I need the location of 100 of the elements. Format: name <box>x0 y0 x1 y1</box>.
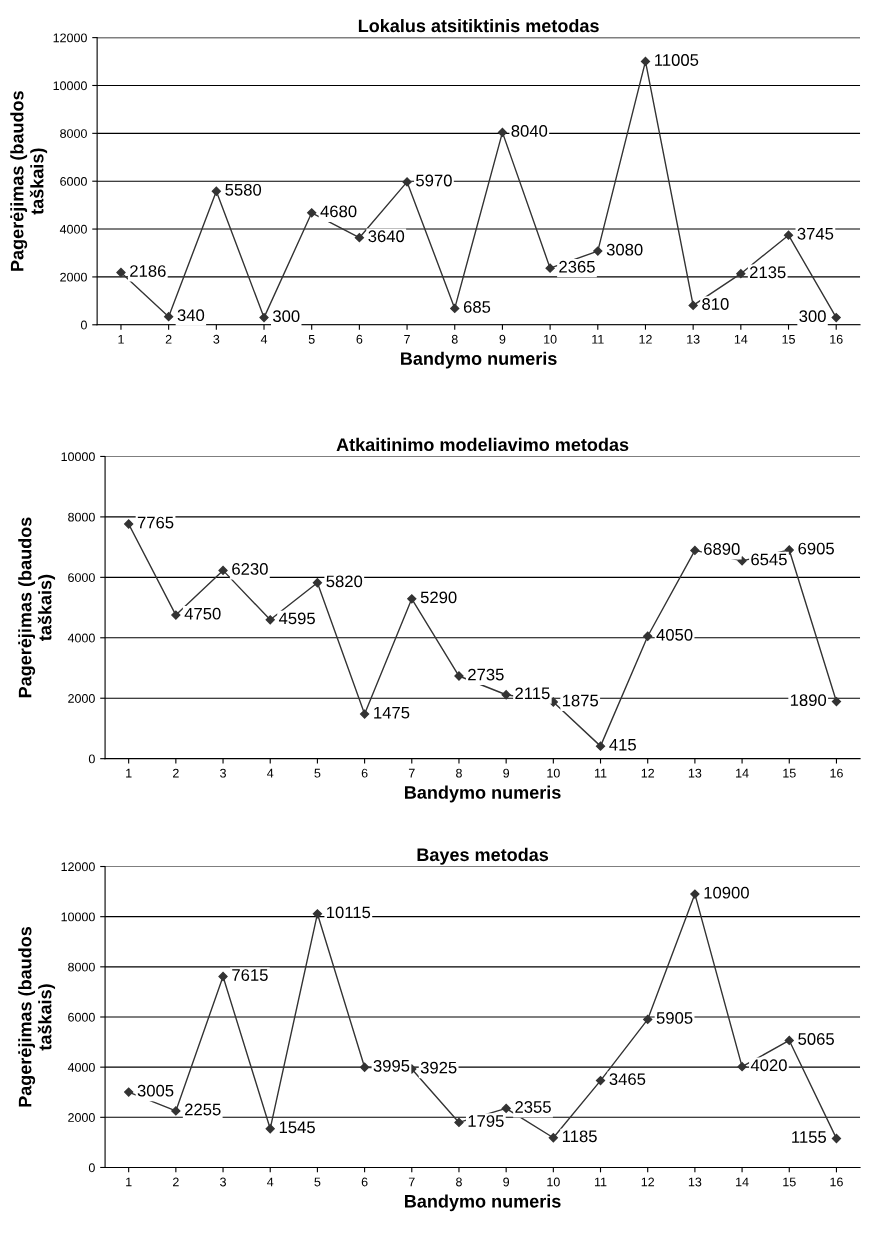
y-tick-label: 0 <box>88 754 95 764</box>
x-tick-label: 7 <box>404 334 410 344</box>
y-tick-label: 2000 <box>68 1113 95 1122</box>
data-label: 11005 <box>655 54 699 66</box>
chart-title: Lokalus atsitiktinis metodas <box>358 18 599 33</box>
point <box>784 545 794 555</box>
x-tick-label: 12 <box>641 1177 655 1187</box>
data-label: 810 <box>702 298 729 310</box>
x-tick-label: 6 <box>361 768 368 778</box>
data-label: 6905 <box>798 542 834 555</box>
x-tick-label: 5 <box>314 1177 321 1187</box>
data-label: 2255 <box>185 1103 221 1116</box>
data-label: 3005 <box>137 1084 174 1097</box>
y-tick-label: 10000 <box>61 452 95 462</box>
point <box>783 230 794 240</box>
x-tick-label: 15 <box>782 334 795 344</box>
data-label: 5065 <box>798 1033 834 1045</box>
y-axis-title: Pagerėjimas (baudos taškais) <box>10 91 48 271</box>
x-tick-label: 9 <box>499 334 506 344</box>
x-tick-label: 16 <box>830 1177 843 1187</box>
y-tick-label: 0 <box>88 1163 95 1173</box>
data-label: 6545 <box>751 553 787 566</box>
point <box>407 594 417 604</box>
x-tick-label: 12 <box>639 334 652 344</box>
x-tick-label: 8 <box>451 334 458 344</box>
data-label: 4020 <box>750 1059 787 1072</box>
data-label: 7615 <box>232 969 268 981</box>
point <box>595 741 606 751</box>
x-axis-title: Bandymo numeris <box>405 785 561 803</box>
data-label: 5905 <box>656 1012 693 1024</box>
point <box>784 1035 794 1046</box>
x-tick-label: 5 <box>308 334 315 344</box>
x-tick-label: 13 <box>688 1177 702 1187</box>
x-axis-title: Bandymo numeris <box>405 1194 561 1212</box>
x-tick-label: 6 <box>356 334 363 344</box>
data-label: 1875 <box>562 694 599 707</box>
x-tick-label: 14 <box>736 768 749 778</box>
point <box>124 1087 134 1097</box>
x-tick-label: 2 <box>173 768 179 778</box>
point <box>124 519 134 529</box>
point <box>690 545 700 556</box>
data-label: 10115 <box>327 906 371 919</box>
data-label: 1155 <box>792 1131 827 1143</box>
data-label: 300 <box>799 310 826 323</box>
data-label: 3925 <box>420 1061 457 1074</box>
point <box>736 269 746 279</box>
y-tick-label: 2000 <box>68 694 95 703</box>
x-tick-label: 11 <box>594 768 607 778</box>
x-tick-label: 6 <box>361 1177 368 1187</box>
point <box>402 177 412 187</box>
data-label: 4680 <box>320 205 357 218</box>
y-tick-label: 6000 <box>68 1012 95 1022</box>
point <box>265 615 275 625</box>
x-tick-label: 8 <box>456 1177 462 1187</box>
y-axis-title: Pagerėjimas (baudos taškais) <box>18 926 56 1107</box>
data-label: 1890 <box>790 694 827 707</box>
data-label: 340 <box>177 309 205 322</box>
y-tick-label: 6000 <box>60 177 87 186</box>
data-label: 1475 <box>374 706 410 719</box>
x-tick-label: 16 <box>830 768 843 778</box>
data-label: 2735 <box>468 668 504 681</box>
point <box>354 233 365 243</box>
point <box>211 186 221 196</box>
chart-title: Atkaitinimo modeliavimo metodas <box>336 437 629 452</box>
x-tick-label: 13 <box>688 768 702 778</box>
y-tick-label: 12000 <box>61 862 95 872</box>
data-label: 3080 <box>606 243 643 256</box>
data-label: 3745 <box>797 227 834 240</box>
point <box>164 312 174 322</box>
data-label: 3640 <box>368 230 405 243</box>
y-tick-label: 10000 <box>61 912 95 922</box>
data-label: 1185 <box>562 1130 597 1143</box>
point <box>690 889 700 899</box>
x-tick-label: 11 <box>592 334 604 344</box>
point <box>501 1103 511 1114</box>
data-label: 2365 <box>559 260 595 273</box>
data-label: 4595 <box>278 612 315 625</box>
data-label: 6890 <box>704 543 740 555</box>
data-label: 5820 <box>326 575 363 588</box>
data-label: 300 <box>272 310 300 323</box>
point <box>218 565 228 576</box>
point <box>688 300 698 311</box>
data-label: 10900 <box>704 886 749 899</box>
point <box>497 127 508 138</box>
point <box>359 1062 370 1072</box>
x-tick-label: 11 <box>594 1177 607 1187</box>
x-tick-label: 13 <box>687 334 700 344</box>
x-tick-label: 16 <box>830 334 843 344</box>
y-tick-label: 8000 <box>60 129 87 138</box>
y-tick-label: 4000 <box>67 633 95 643</box>
x-tick-label: 4 <box>267 768 274 778</box>
data-label: 3995 <box>373 1059 410 1072</box>
x-tick-label: 9 <box>503 768 510 778</box>
point <box>593 246 603 256</box>
x-tick-label: 15 <box>783 768 796 778</box>
data-label: 5290 <box>420 591 457 604</box>
data-label: 415 <box>609 738 636 751</box>
point <box>545 263 555 273</box>
point <box>265 1124 275 1134</box>
data-label: 7765 <box>137 516 174 529</box>
